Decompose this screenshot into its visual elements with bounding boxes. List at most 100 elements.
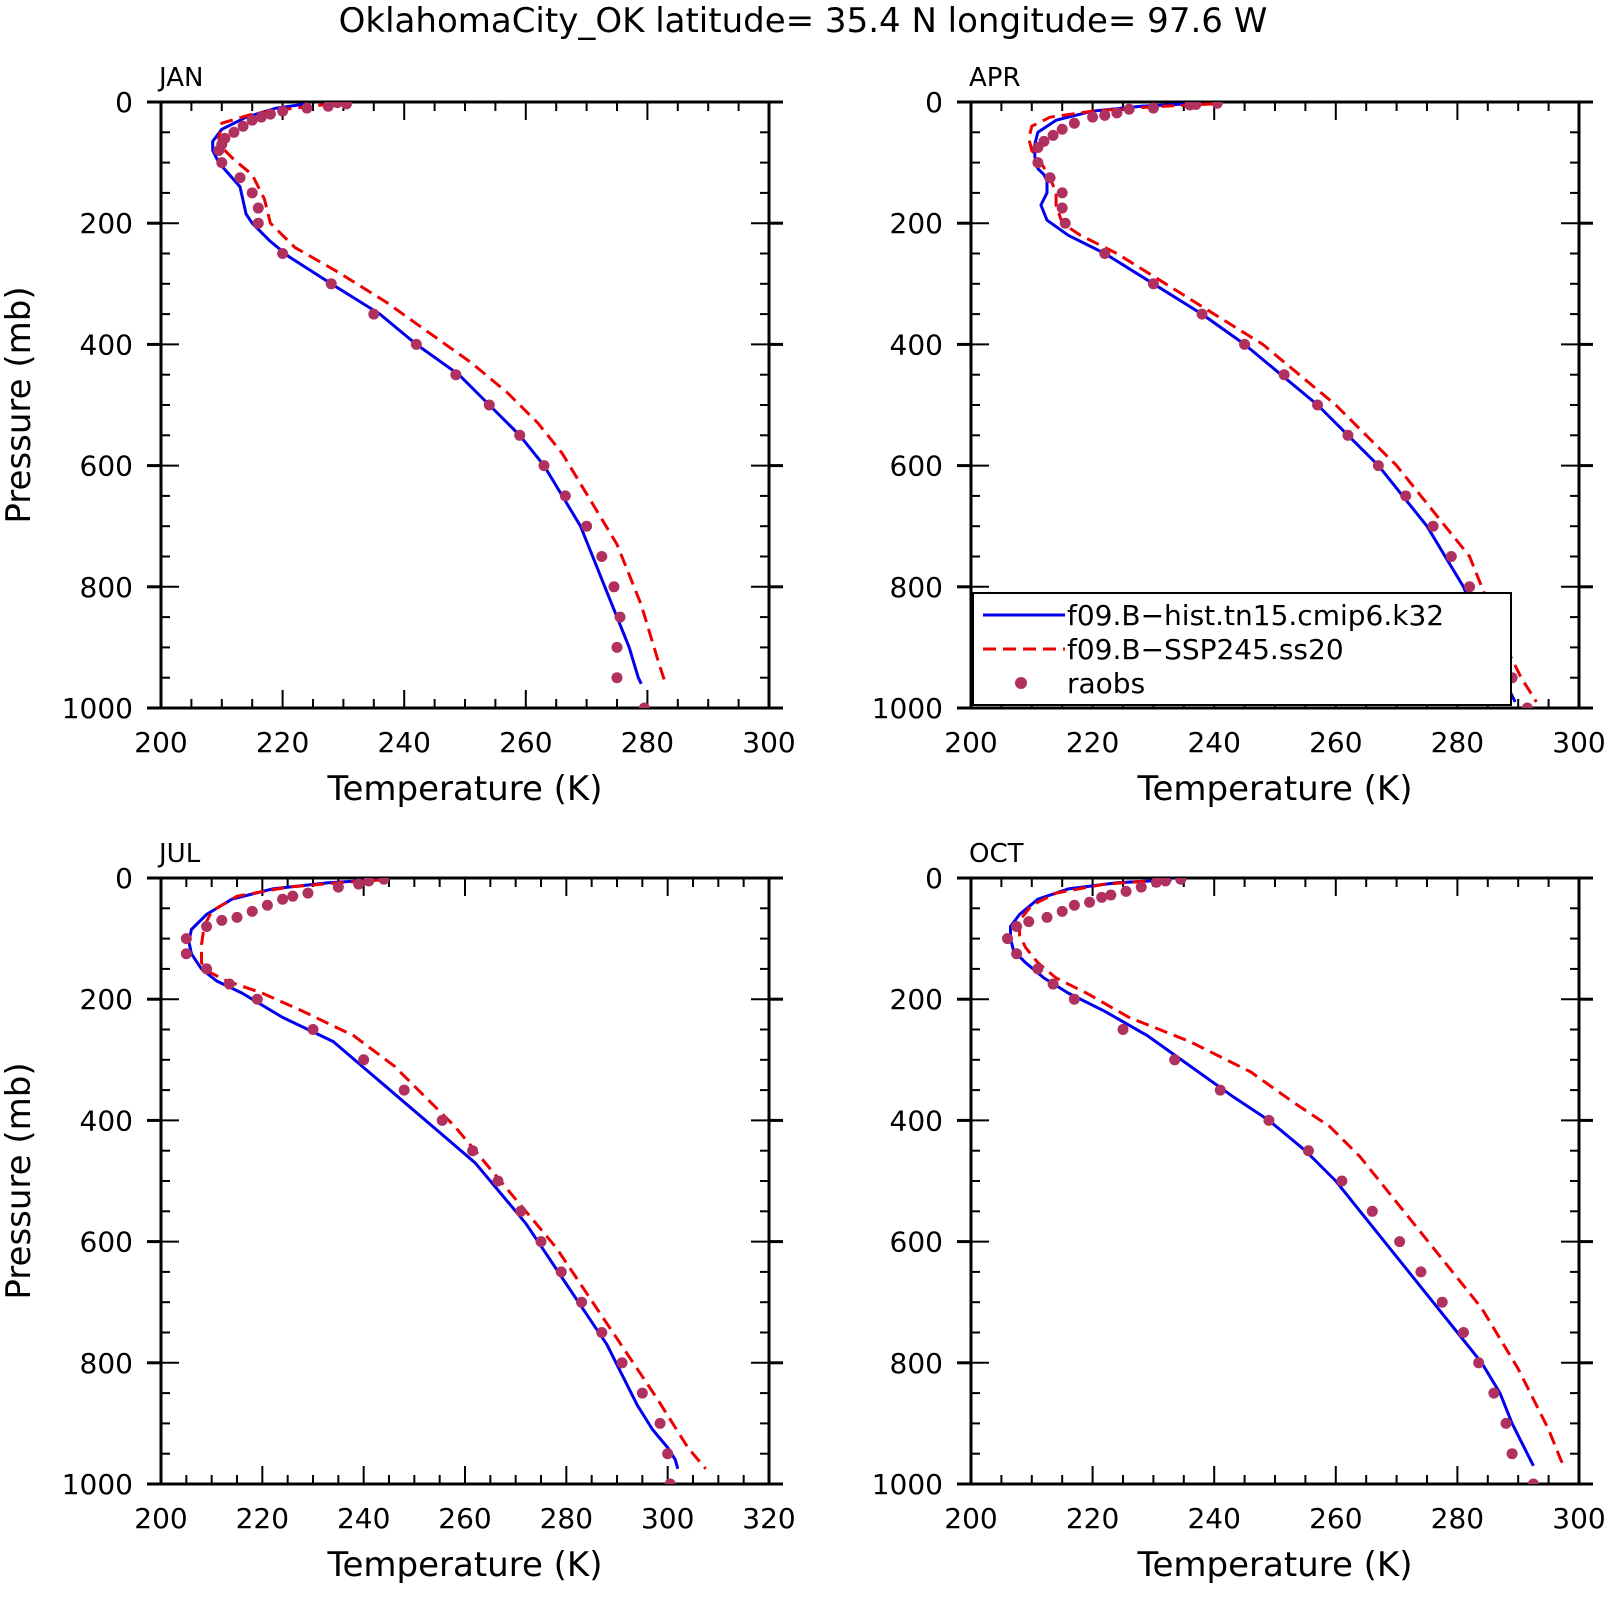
raobs-point <box>252 202 264 214</box>
raobs-point <box>1366 1205 1378 1217</box>
raobs-point <box>234 172 246 184</box>
raobs-point <box>1147 102 1159 114</box>
raobs-point <box>436 1114 448 1126</box>
panel-label: APR <box>969 63 1021 93</box>
legend-swatch-dot <box>1015 677 1027 689</box>
x-tick-label: 260 <box>438 1502 491 1535</box>
raobs-point <box>277 248 289 259</box>
series-line-f09-b-hist-tn15-cmip6-k32 <box>211 102 643 685</box>
raobs-point <box>353 878 365 890</box>
figure-title: OklahomaCity_OK latitude= 35.4 N longitu… <box>339 1 1268 41</box>
raobs-point <box>1169 1054 1181 1066</box>
raobs-point <box>515 1205 527 1217</box>
raobs-point <box>1506 1448 1518 1460</box>
raobs-point <box>654 1417 666 1429</box>
raobs-point <box>1278 369 1290 381</box>
y-tick-label: 800 <box>80 571 133 604</box>
x-axis-title: Temperature (K) <box>1136 1545 1412 1585</box>
raobs-point <box>246 905 258 917</box>
series-group <box>1001 878 1566 1484</box>
raobs-point <box>581 520 593 532</box>
raobs-point <box>662 1448 674 1460</box>
raobs-point <box>1123 103 1135 115</box>
legend-item: f09.B−hist.tn15.cmip6.k32 <box>983 599 1444 632</box>
y-tick-label: 400 <box>890 328 943 361</box>
raobs-point <box>180 948 192 960</box>
raobs-point <box>331 102 343 109</box>
raobs-point <box>614 611 626 623</box>
x-tick-label: 200 <box>944 1502 997 1535</box>
y-tick-label: 600 <box>890 1226 943 1259</box>
x-tick-label: 280 <box>621 726 674 759</box>
raobs-point <box>1263 1114 1275 1126</box>
raobs-point <box>1120 885 1132 897</box>
x-tick-label: 260 <box>1309 726 1362 759</box>
raobs-point <box>1135 881 1147 893</box>
raobs-point <box>237 120 249 132</box>
x-tick-label: 300 <box>742 726 795 759</box>
raobs-point <box>228 126 240 138</box>
raobs-point <box>1056 905 1068 917</box>
raobs-point <box>1415 1266 1427 1278</box>
raobs-point <box>261 899 273 911</box>
y-tick-label: 800 <box>890 571 943 604</box>
raobs-point <box>1044 172 1056 184</box>
raobs-point <box>264 108 276 120</box>
raobs-point <box>1457 1327 1469 1338</box>
x-tick-label: 280 <box>1431 1502 1484 1535</box>
raobs-point <box>1211 102 1223 109</box>
raobs-point <box>287 890 299 902</box>
raobs-point <box>611 641 623 653</box>
y-tick-label: 200 <box>80 207 133 240</box>
legend-label: raobs <box>1067 667 1145 700</box>
series-line-f09-b-ssp245-ss20 <box>1027 102 1538 703</box>
raobs-point <box>535 1236 547 1248</box>
raobs-point <box>1056 123 1068 135</box>
raobs-point <box>201 920 213 932</box>
y-tick-label: 1000 <box>872 1468 943 1501</box>
raobs-point <box>213 144 225 156</box>
raobs-point <box>1214 1084 1226 1096</box>
raobs-point <box>1068 117 1080 129</box>
x-tick-label: 320 <box>742 1502 795 1535</box>
raobs-point <box>608 581 620 593</box>
raobs-point <box>332 881 344 893</box>
x-tick-label: 260 <box>1309 1502 1362 1535</box>
series-line-f09-b-ssp245-ss20 <box>217 102 668 685</box>
raobs-point <box>246 187 258 199</box>
raobs-point <box>538 460 550 472</box>
raobs-point <box>1117 1024 1129 1035</box>
x-tick-label: 220 <box>256 726 309 759</box>
y-axis-title: Pressure (mb) <box>0 286 39 523</box>
y-tick-label: 600 <box>80 450 133 483</box>
raobs-point <box>1047 978 1059 990</box>
raobs-point <box>1150 878 1162 888</box>
y-tick-label: 0 <box>925 86 943 119</box>
series-group <box>180 878 707 1484</box>
x-tick-label: 200 <box>944 726 997 759</box>
raobs-point <box>255 111 267 123</box>
x-axis-title: Temperature (K) <box>1136 769 1412 809</box>
raobs-point <box>340 102 352 110</box>
raobs-point <box>1147 278 1159 290</box>
series-group <box>211 102 668 708</box>
raobs-point <box>1068 993 1080 1005</box>
raobs-point <box>1047 129 1059 141</box>
raobs-point <box>1372 460 1384 472</box>
raobs-point <box>231 911 243 923</box>
x-tick-label: 300 <box>1552 1502 1605 1535</box>
y-tick-label: 800 <box>890 1347 943 1380</box>
y-tick-label: 200 <box>80 983 133 1016</box>
series-line-f09-b-ssp245-ss20 <box>200 878 707 1470</box>
raobs-point <box>1099 109 1111 121</box>
y-tick-label: 600 <box>80 1226 133 1259</box>
raobs-point <box>368 308 380 320</box>
x-tick-label: 300 <box>1552 726 1605 759</box>
raobs-point <box>450 369 462 381</box>
x-tick-label: 300 <box>641 1502 694 1535</box>
legend-item: raobs <box>1015 667 1145 700</box>
